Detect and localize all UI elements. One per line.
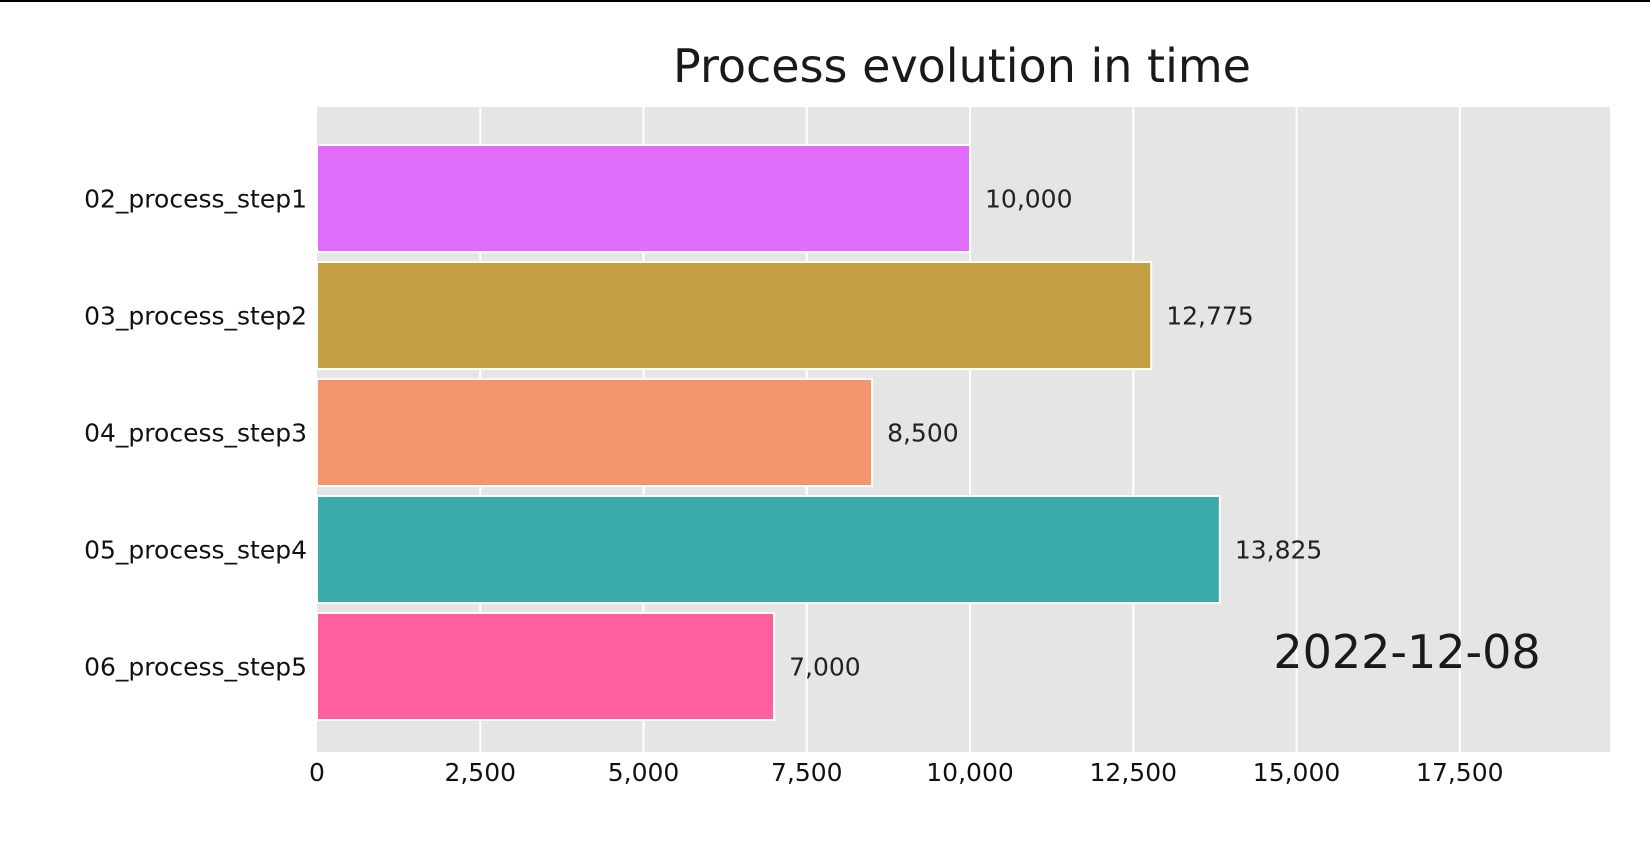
category-label-3: 04_process_step3 [84, 419, 307, 448]
x-tick-label-1: 2,500 [444, 758, 516, 787]
bar-3 [316, 378, 874, 487]
x-tick-label-5: 12,500 [1090, 758, 1177, 787]
x-tick-label-7: 17,500 [1416, 758, 1503, 787]
x-tick-label-4: 10,000 [926, 758, 1013, 787]
category-label-5: 06_process_step5 [84, 653, 307, 682]
value-label-4: 13,825 [1235, 536, 1322, 565]
bars [316, 144, 1221, 721]
value-label-2: 12,775 [1166, 302, 1253, 331]
x-tick-label-2: 5,000 [608, 758, 680, 787]
x-axis-ticks: 0 2,500 5,000 7,500 10,000 12,500 15,000 17,500 [309, 758, 1503, 787]
category-label-1: 02_process_step1 [84, 185, 307, 214]
value-label-3: 8,500 [887, 419, 959, 448]
x-tick-label-3: 7,500 [771, 758, 843, 787]
bar-5 [316, 612, 776, 721]
x-tick-label-6: 15,000 [1253, 758, 1340, 787]
bar-2 [316, 261, 1153, 370]
category-labels: 02_process_step1 03_process_step2 04_proce… [84, 185, 307, 682]
chart-title: Process evolution in time [673, 39, 1251, 93]
x-tick-label-0: 0 [309, 758, 325, 787]
top-border [0, 0, 1650, 2]
bar-1 [316, 144, 972, 253]
date-annotation: 2022-12-08 [1273, 625, 1540, 679]
bar-4 [316, 495, 1221, 604]
value-labels: 10,000 12,775 8,500 13,825 7,000 [789, 185, 1322, 682]
value-label-1: 10,000 [985, 185, 1072, 214]
category-label-4: 05_process_step4 [84, 536, 307, 565]
category-label-2: 03_process_step2 [84, 302, 307, 331]
value-label-5: 7,000 [789, 653, 861, 682]
